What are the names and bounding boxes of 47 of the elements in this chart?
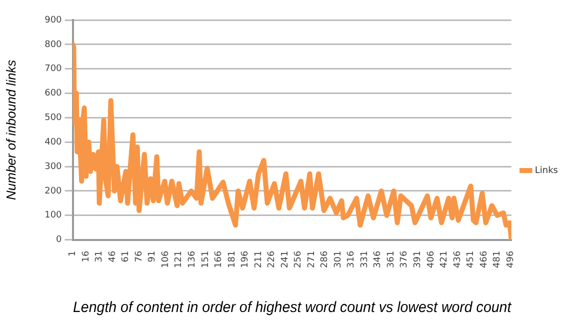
x-tick-label: 436 xyxy=(452,250,463,268)
x-tick-label: 376 xyxy=(400,250,410,268)
y-tick-label: 200 xyxy=(44,186,62,196)
x-tick-label: 256 xyxy=(294,250,304,268)
x-tick-label: 391 xyxy=(412,250,423,268)
x-tick-label: 181 xyxy=(227,250,238,268)
x-tick-label: 301 xyxy=(333,250,344,268)
y-axis-title: Number of inbound links xyxy=(3,59,18,200)
x-tick-label: 331 xyxy=(360,250,370,268)
y-tick-label: 600 xyxy=(44,88,62,99)
y-tick-label: 800 xyxy=(44,40,62,50)
y-tick-label: 0 xyxy=(56,235,62,246)
y-tick-label: 700 xyxy=(44,64,62,74)
y-tick-label: 300 xyxy=(44,162,62,172)
x-tick-label: 106 xyxy=(160,250,171,268)
x-tick-label: 1 xyxy=(68,250,78,257)
x-tick-label: 76 xyxy=(134,250,144,262)
y-tick-label: 400 xyxy=(44,137,62,148)
x-tick-label: 226 xyxy=(267,250,278,268)
x-tick-label: 496 xyxy=(506,250,516,268)
x-tick-label: 16 xyxy=(81,250,92,262)
x-axis-title: Length of content in order of highest word count vs lowest word count xyxy=(72,300,512,316)
x-tick-label: 346 xyxy=(373,250,384,268)
x-tick-label: 166 xyxy=(214,250,224,268)
x-tick-label: 31 xyxy=(94,250,105,262)
x-tick-label: 406 xyxy=(426,250,436,268)
x-tick-label: 211 xyxy=(254,250,264,268)
x-tick-label: 61 xyxy=(121,250,132,262)
y-tick-label: 500 xyxy=(44,113,62,124)
x-tick-label: 466 xyxy=(479,250,490,268)
y-tick-label: 900 xyxy=(44,15,62,26)
legend-label: Links xyxy=(534,166,558,176)
x-tick-label: 196 xyxy=(240,250,251,268)
x-tick-label: 91 xyxy=(148,250,158,262)
x-tick-label: 46 xyxy=(108,250,118,262)
x-tick-label: 271 xyxy=(306,250,317,268)
x-tick-label: 361 xyxy=(386,250,396,268)
x-tick-label: 151 xyxy=(200,250,211,268)
x-tick-label: 286 xyxy=(320,250,330,268)
x-tick-label: 316 xyxy=(346,250,357,268)
x-tick-label: 241 xyxy=(280,250,290,268)
x-tick-label: 136 xyxy=(188,250,198,268)
y-tick-label: 100 xyxy=(44,210,62,221)
x-tick-label: 481 xyxy=(492,250,503,268)
x-tick-label: 421 xyxy=(440,250,450,268)
x-tick-label: 121 xyxy=(174,250,184,268)
x-tick-label: 451 xyxy=(466,250,476,268)
